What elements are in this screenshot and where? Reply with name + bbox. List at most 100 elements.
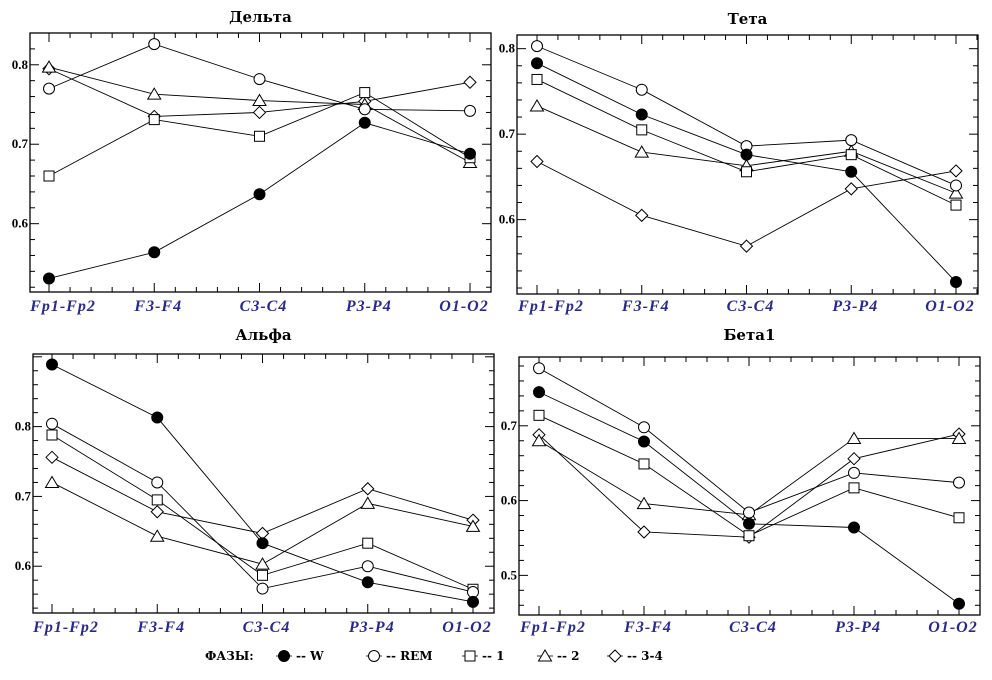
y-tick-label: 0.5 [501,567,518,582]
series-line [48,122,471,279]
y-tick-label: 0.7 [501,418,518,433]
legend-marker-triangle [537,649,553,662]
data-point-diamond [45,450,59,465]
data-point-diamond [739,239,754,253]
legend-label: -- 1 [482,649,505,663]
data-point-triangle [634,145,650,158]
data-point-triangle [636,496,652,510]
data-point-filled-circle [531,57,543,70]
legend-marker-square [464,650,476,662]
data-point-diamond [844,182,858,196]
y-tick-label: 0.6 [15,558,32,573]
series-3-4 [51,456,474,534]
data-point-filled-circle [635,108,648,121]
data-point-square [531,73,543,85]
data-point-square [743,530,755,542]
x-tick-label: F3-F4 [133,298,182,315]
data-point-filled-circle [358,116,371,129]
data-point-open-circle [743,506,755,519]
data-point-triangle [846,431,862,445]
data-point-filled-circle [46,358,58,371]
data-point-square [254,130,265,142]
data-point-square [46,429,58,441]
data-point-square [741,166,752,178]
plot-frame [29,32,492,293]
data-point-square [638,458,650,470]
x-tick-label: C3-C4 [240,298,288,315]
data-point-diamond [252,105,267,120]
x-tick-label: Fp1-Fp2 [32,619,99,636]
data-point-filled-circle [148,246,161,259]
data-point-triangle [948,186,964,199]
x-tick-label: P3-P4 [831,298,878,315]
y-tick-label: 0.7 [499,126,516,141]
data-point-square [636,124,648,136]
legend-marker-filled-circle [278,650,290,662]
data-point-square [148,114,160,126]
data-point-open-circle [845,134,858,147]
x-tick-label: Fp1-Fp2 [519,619,586,636]
data-point-diamond [637,525,651,539]
data-point-filled-circle [533,386,545,399]
data-point-filled-circle [43,272,55,285]
data-point-open-circle [46,417,58,430]
plot-frame [32,353,495,614]
data-point-diamond [949,164,963,178]
data-point-triangle [255,557,270,570]
legend-marker-open-circle [368,650,380,662]
chart-title: Альфа [235,326,292,344]
data-point-square [43,170,55,182]
data-point-open-circle [531,40,543,53]
data-point-filled-circle [151,411,164,424]
data-point-square [359,87,371,99]
data-point-diamond [847,451,861,466]
data-point-square [953,512,965,524]
legend-label: -- 3-4 [627,649,663,663]
series-line [51,456,474,534]
x-tick-label: F3-F4 [621,298,670,315]
legend-label: -- W [296,649,324,663]
data-point-filled-circle [467,595,479,608]
data-point-triangle [252,93,267,107]
y-tick-label: 0.8 [15,419,32,434]
data-point-triangle [44,475,60,488]
data-point-diamond [463,75,477,89]
data-point-open-circle [256,582,269,595]
x-tick-label: C3-C4 [243,619,291,636]
x-tick-label: Fp1-Fp2 [29,298,96,315]
chart-title: Бета1 [724,326,776,344]
data-point-diamond [530,154,544,169]
x-tick-label: C3-C4 [727,298,775,315]
data-point-open-circle [43,82,55,95]
data-point-triangle [41,60,57,73]
x-tick-label: P3-P4 [345,298,392,315]
data-point-open-circle [638,421,650,434]
data-point-filled-circle [253,188,266,201]
data-point-filled-circle [638,435,650,448]
data-point-open-circle [148,38,161,51]
data-point-open-circle [848,466,860,479]
data-point-open-circle [464,104,476,117]
chart-panel-3: Бета1 0.5 0.6 0.7 Fp1-Fp2 F3-F4 C3-C4 P3-P4 O1-O… [501,326,981,636]
data-point-square [362,537,374,549]
series-line [538,391,960,605]
x-tick-label: O1-O2 [928,619,977,636]
data-point-triangle [951,431,967,445]
data-point-square [950,199,962,211]
data-point-filled-circle [256,537,269,550]
data-point-open-circle [253,73,266,86]
chart-panel-0: Дельта 0.6 0.7 0.8 Fp1-Fp2 F3-F4 C3-C4 P3-P4 O1-… [12,8,492,315]
data-point-diamond [635,208,649,223]
data-point-triangle [531,433,547,447]
data-point-diamond [150,505,164,519]
chart-panel-2: Альфа 0.6 0.7 0.8 Fp1-Fp2 F3-F4 C3-C4 P3-P4 O1-O… [15,326,495,636]
data-point-filled-circle [950,276,962,289]
legend-marker-diamond [608,649,622,663]
chart-panel-1: Тета 0.6 0.7 0.8 Fp1-Fp2 F3-F4 C3-C4 P3-P4 O1-O2 [499,10,979,315]
data-point-filled-circle [848,521,860,534]
data-point-open-circle [533,362,545,375]
data-point-filled-circle [464,147,476,160]
y-tick-label: 0.6 [12,216,29,231]
data-point-filled-circle [743,517,755,530]
